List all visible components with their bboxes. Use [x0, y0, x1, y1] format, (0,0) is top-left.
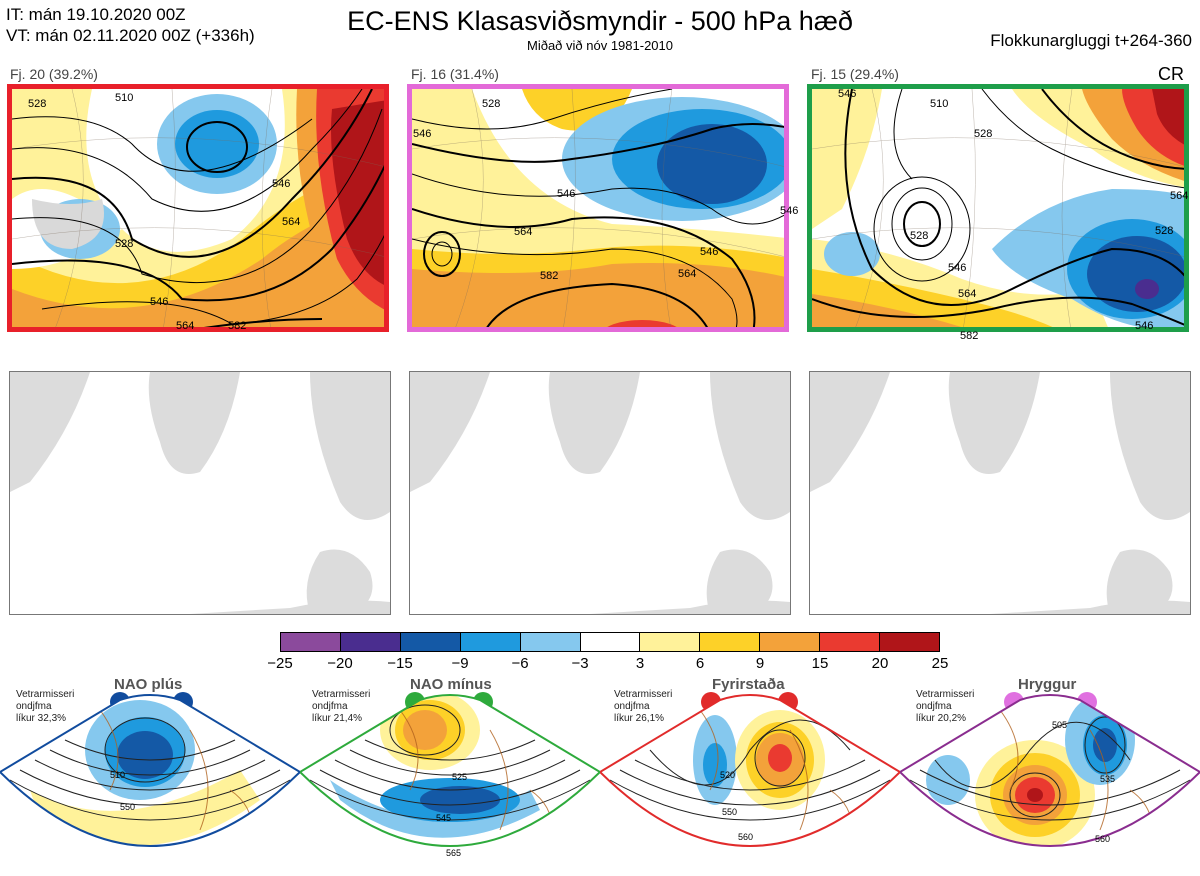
colorbar-tick-label: 6: [695, 655, 705, 672]
regime-contour-label: 550: [722, 807, 738, 817]
colorbar: [280, 632, 940, 652]
regime-3-note: Vetrarmisseri ondjfma líkur 26,1%: [614, 689, 673, 724]
cluster-3-lower-map: [809, 371, 1191, 615]
contour-label: 546: [413, 128, 432, 140]
colorbar-segment: [281, 633, 340, 651]
valid-time-label: VT: mán 02.11.2020 00Z (+336h): [6, 26, 255, 45]
contour-label: 546: [557, 188, 576, 200]
contour-label: 528: [1155, 225, 1174, 237]
regime-1-map: [0, 690, 302, 871]
colorbar-segment: [879, 633, 939, 651]
regime-3-title: Fyrirstaða: [712, 676, 785, 693]
header-info: IT: mán 19.10.2020 00Z VT: mán 02.11.202…: [6, 4, 255, 46]
cr-label: CR: [1158, 64, 1184, 84]
cluster-2-lower-map: [409, 371, 791, 615]
contour-label: 546: [1135, 320, 1154, 332]
colorbar-tick-label: 9: [755, 655, 765, 672]
colorbar-tick-label: 15: [811, 655, 829, 672]
contour-label: 528: [974, 128, 993, 140]
regime-4-fan-border: [898, 694, 1200, 847]
contour-label: 528: [115, 238, 134, 250]
colorbar-tick-label: −25: [267, 655, 293, 672]
regime-2-map: [298, 690, 602, 871]
regime-1-note: Vetrarmisseri ondjfma líkur 32,3%: [16, 689, 75, 724]
contour-label: 510: [115, 92, 134, 104]
colorbar-tick-label: −20: [327, 655, 353, 672]
cluster-1-map: [7, 84, 389, 332]
initial-time-label: IT: mán 19.10.2020 00Z: [6, 5, 186, 24]
regime-contour-label: 520: [720, 770, 736, 780]
contour-label: 564: [514, 226, 533, 238]
colorbar-tick-label: −9: [451, 655, 469, 672]
regime-4-note: Vetrarmisseri ondjfma líkur 20,2%: [916, 689, 975, 724]
classification-window-label: Flokkunargluggi t+264-360: [990, 31, 1192, 50]
regime-2-title: NAO mínus: [410, 676, 492, 693]
regime-3-fan-border: [598, 694, 902, 847]
contour-label: 582: [228, 320, 247, 332]
regime-1-title: NAO plús: [114, 676, 183, 693]
regime-contour-label: 565: [446, 848, 462, 858]
regime-3-map: [598, 690, 902, 871]
colorbar-tick-label: −3: [571, 655, 589, 672]
cluster-3-map: [807, 84, 1189, 332]
colorbar-segment: [639, 633, 700, 651]
colorbar-tick-label: 20: [871, 655, 889, 672]
contour-label: 564: [1170, 190, 1189, 202]
colorbar-segment: [579, 633, 640, 651]
colorbar-segment: [519, 633, 580, 651]
regime-4-map: [898, 690, 1200, 871]
regime-contour-label: 525: [452, 772, 468, 782]
contour-label: 528: [28, 98, 47, 110]
colorbar-tick-label: 3: [635, 655, 645, 672]
cluster-2-map: [407, 84, 789, 332]
colorbar-segment: [819, 633, 880, 651]
regime-contour-label: 535: [1100, 774, 1116, 784]
regime-contour-label: 505: [1052, 720, 1068, 730]
contour-label: 582: [960, 330, 979, 342]
regime-contour-label: 560: [738, 832, 754, 842]
colorbar-segment: [459, 633, 520, 651]
contour-label: 564: [958, 288, 977, 300]
contour-label: 564: [678, 268, 697, 280]
colorbar-tick-label: −6: [511, 655, 529, 672]
contour-label: 564: [176, 320, 195, 332]
contour-label: 546: [948, 262, 967, 274]
contour-label: 546: [700, 246, 719, 258]
regime-2-note: Vetrarmisseri ondjfma líkur 21,4%: [312, 689, 371, 724]
cluster-2-label: Fj. 16 (31.4%): [411, 66, 499, 82]
regime-2-fan-border: [298, 694, 602, 847]
colorbar-tick-label: −15: [387, 655, 413, 672]
contour-label: 528: [910, 230, 929, 242]
regime-contour-label: 560: [1095, 834, 1111, 844]
regime-contour-label: 550: [120, 802, 136, 812]
page-title: EC-ENS Klasasviðsmyndir - 500 hPa hæð: [347, 6, 853, 36]
cluster-1-label: Fj. 20 (39.2%): [10, 66, 98, 82]
contour-label: 546: [780, 205, 799, 217]
contour-label: 528: [482, 98, 501, 110]
page-subtitle: Miðað við nóv 1981-2010: [527, 38, 673, 53]
contour-label: 582: [540, 270, 559, 282]
colorbar-tick-label: 25: [931, 655, 949, 672]
cluster-1-lower-map: [9, 371, 391, 615]
colorbar-segment: [699, 633, 760, 651]
regime-1-fan-border: [0, 694, 302, 847]
regime-4-title: Hryggur: [1018, 676, 1077, 693]
regime-contour-label: 545: [436, 813, 452, 823]
colorbar-segment: [399, 633, 460, 651]
colorbar-segment: [759, 633, 820, 651]
cluster-3-label: Fj. 15 (29.4%): [811, 66, 899, 82]
contour-label: 546: [272, 178, 291, 190]
contour-label: 564: [282, 216, 301, 228]
contour-label: 546: [150, 296, 169, 308]
regime-contour-label: 510: [110, 770, 126, 780]
contour-label: 546: [838, 88, 857, 100]
colorbar-segment: [339, 633, 400, 651]
contour-label: 510: [930, 98, 949, 110]
